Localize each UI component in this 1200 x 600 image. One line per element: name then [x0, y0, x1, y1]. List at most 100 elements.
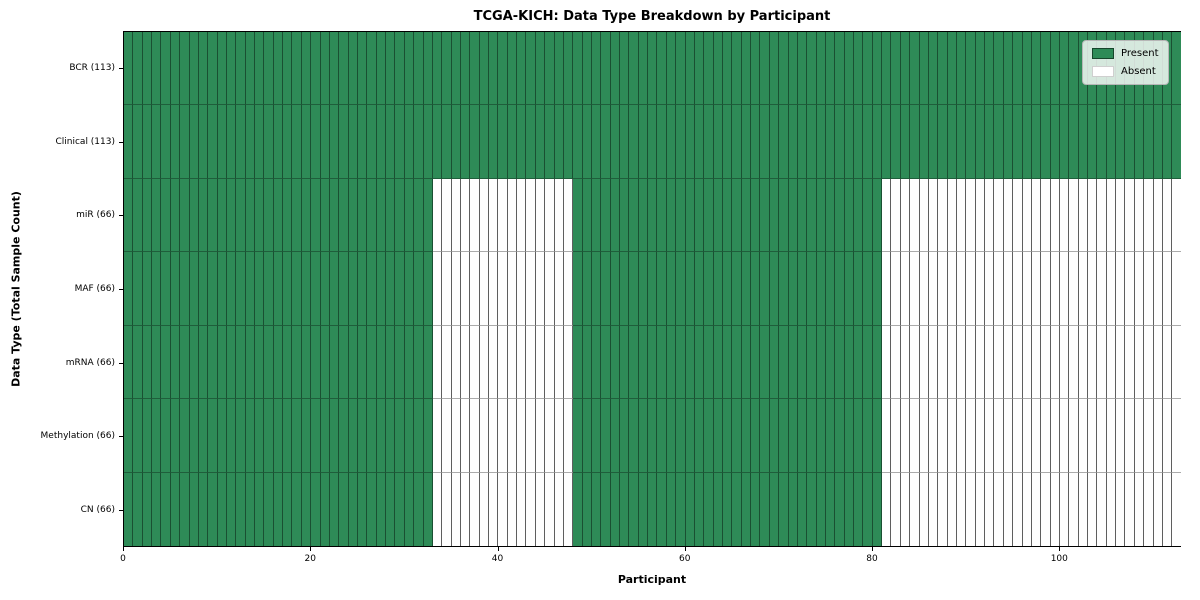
cell-Clinical-88	[947, 105, 957, 179]
cell-Methylation-95	[1013, 399, 1023, 473]
cell-MAF-85	[919, 252, 929, 326]
cell-MAF-101	[1069, 252, 1079, 326]
cell-mRNA-53	[620, 325, 630, 400]
cell-mRNA-28	[386, 325, 396, 400]
cell-mRNA-5	[170, 325, 181, 400]
cell-Clinical-98	[1041, 105, 1051, 179]
cell-Methylation-20	[311, 399, 321, 473]
cell-BCR-10	[217, 32, 227, 106]
cell-MAF-10	[217, 252, 227, 326]
cell-Clinical-51	[601, 105, 611, 179]
cell-Clinical-58	[666, 105, 677, 179]
cell-Methylation-89	[956, 399, 967, 473]
cell-Methylation-86	[928, 399, 939, 473]
cell-mRNA-62	[704, 325, 714, 400]
cell-MAF-102	[1078, 252, 1089, 326]
cell-CN-107	[1125, 472, 1135, 546]
y-tick-label-Methylation: Methylation (66)	[40, 431, 115, 442]
cell-Methylation-83	[900, 399, 911, 473]
cell-Methylation-111	[1162, 399, 1173, 473]
cell-CN-4	[161, 472, 171, 546]
cell-BCR-48	[573, 32, 583, 106]
cell-Clinical-12	[236, 105, 246, 179]
row-MAF	[124, 252, 1181, 326]
cell-mRNA-8	[198, 325, 209, 400]
cell-miR-107	[1125, 178, 1135, 253]
cell-CN-25	[357, 472, 368, 546]
cell-miR-24	[348, 178, 358, 253]
cell-Methylation-7	[189, 399, 199, 473]
cell-Methylation-61	[694, 399, 705, 473]
cell-mRNA-30	[404, 325, 415, 400]
cell-mRNA-73	[807, 325, 817, 400]
cell-mRNA-41	[507, 325, 518, 400]
cell-BCR-29	[395, 32, 405, 106]
cell-BCR-53	[620, 32, 630, 106]
cell-Clinical-102	[1078, 105, 1089, 179]
cell-Methylation-75	[825, 399, 836, 473]
cell-BCR-42	[517, 32, 527, 106]
cell-CN-89	[956, 472, 967, 546]
cell-mRNA-0	[124, 325, 134, 400]
cell-CN-17	[283, 472, 293, 546]
y-tick-mark-MAF	[119, 289, 123, 290]
cell-miR-102	[1078, 178, 1089, 253]
cell-miR-89	[956, 178, 967, 253]
legend-label-absent: Absent	[1121, 66, 1156, 77]
cell-Methylation-23	[339, 399, 349, 473]
row-Methylation	[124, 399, 1181, 473]
x-tick-label-100: 100	[1050, 554, 1068, 564]
cell-mRNA-99	[1050, 325, 1060, 400]
cell-Clinical-33	[432, 105, 443, 179]
cell-mRNA-3	[152, 325, 162, 400]
cell-Methylation-87	[938, 399, 948, 473]
cell-Clinical-31	[414, 105, 424, 179]
cell-MAF-81	[882, 252, 892, 326]
x-tick-mark-20	[310, 547, 312, 551]
cell-CN-7	[189, 472, 199, 546]
cell-CN-73	[807, 472, 817, 546]
cell-Methylation-18	[292, 399, 302, 473]
cell-Methylation-45	[545, 399, 555, 473]
cell-MAF-79	[863, 252, 873, 326]
cell-CN-37	[470, 472, 480, 546]
cell-BCR-65	[732, 32, 742, 106]
cell-Methylation-94	[1003, 399, 1014, 473]
cell-MAF-8	[198, 252, 209, 326]
cell-CN-92	[985, 472, 995, 546]
cell-Clinical-19	[301, 105, 312, 179]
cell-Clinical-9	[208, 105, 218, 179]
cell-BCR-13	[245, 32, 256, 106]
cell-Clinical-70	[779, 105, 789, 179]
cell-Clinical-3	[152, 105, 162, 179]
cell-CN-9	[208, 472, 218, 546]
cell-MAF-70	[779, 252, 789, 326]
cell-miR-108	[1134, 178, 1145, 253]
cell-miR-75	[825, 178, 836, 253]
cell-Methylation-8	[198, 399, 209, 473]
cell-MAF-65	[732, 252, 742, 326]
cell-BCR-14	[255, 32, 265, 106]
cell-BCR-16	[273, 32, 284, 106]
cell-miR-5	[170, 178, 181, 253]
cell-Clinical-101	[1069, 105, 1079, 179]
cell-mRNA-45	[545, 325, 555, 400]
cell-Methylation-17	[283, 399, 293, 473]
cell-MAF-51	[601, 252, 611, 326]
cell-Methylation-52	[610, 399, 621, 473]
cell-Methylation-59	[676, 399, 686, 473]
cell-MAF-109	[1144, 252, 1154, 326]
cell-miR-10	[217, 178, 227, 253]
cell-mRNA-93	[994, 325, 1004, 400]
cell-Methylation-90	[966, 399, 976, 473]
cell-BCR-43	[526, 32, 536, 106]
cell-Methylation-0	[124, 399, 134, 473]
cell-Methylation-66	[741, 399, 752, 473]
cell-CN-6	[180, 472, 190, 546]
cell-mRNA-92	[985, 325, 995, 400]
cell-MAF-21	[320, 252, 330, 326]
legend-item-present: Present	[1092, 48, 1159, 59]
cell-MAF-9	[208, 252, 218, 326]
cell-CN-70	[779, 472, 789, 546]
cell-MAF-96	[1022, 252, 1032, 326]
